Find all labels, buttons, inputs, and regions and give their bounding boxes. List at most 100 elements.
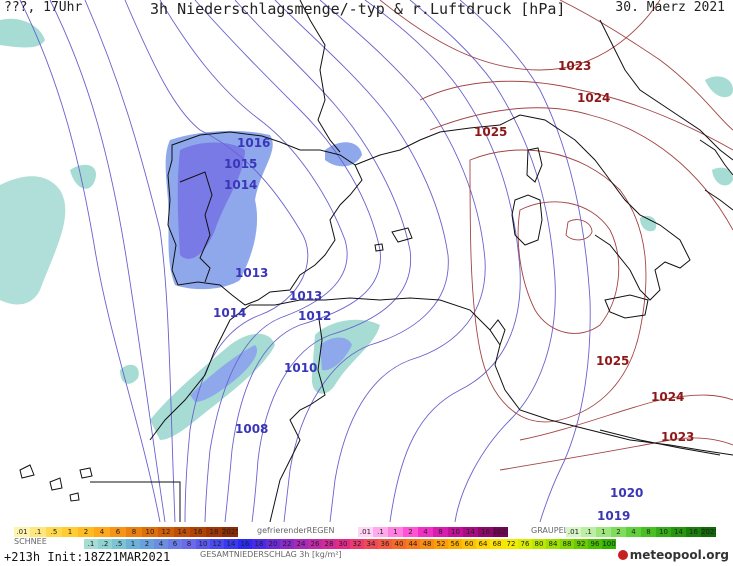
globe-icon (617, 550, 628, 560)
snow-swatch: 18 (206, 527, 222, 537)
isobar-label-1024: 1024 (577, 91, 611, 105)
precip-atlantic-nw (0, 18, 45, 48)
total-precip-swatch: 16 (238, 539, 252, 549)
graupel-swatch: 8 (641, 527, 656, 537)
graupel-swatch: 2025+ (701, 527, 716, 537)
legend-freezing-rain-label: gefrierenderREGEN (257, 526, 335, 535)
isobar-label-1014-south: 1014 (213, 306, 247, 320)
isobar-label-1020: 1020 (610, 486, 644, 500)
total-precip-swatch: 10 (196, 539, 210, 549)
isobar-label-1025: 1025 (474, 125, 508, 139)
snow-swatch: 2025+ (222, 527, 238, 537)
total-precip-swatch: 52 (434, 539, 448, 549)
precip-atlantic-west (0, 176, 66, 305)
precip-north-africa-core (190, 345, 258, 402)
isobar-label-1012: 1012 (298, 309, 332, 323)
snow-swatch: 2 (78, 527, 94, 537)
snow-swatch: 10 (142, 527, 158, 537)
precip-alboran (311, 319, 380, 394)
precip-alboran-core (320, 337, 352, 371)
coast-tunisia (489, 319, 506, 346)
total-precip-swatch: 26 (308, 539, 322, 549)
legend-snow-label: SCHNEE (14, 537, 47, 546)
isobar-label-1023: 1023 (558, 59, 592, 73)
total-precip-swatch: 28 (322, 539, 336, 549)
total-precip-swatch: 100 (602, 539, 616, 549)
total-precip-swatch: 18 (252, 539, 266, 549)
freezing-rain-swatch: 14 (463, 527, 478, 537)
isobar-label-1016: 1016 (237, 136, 271, 150)
total-precip-swatch: 60 (462, 539, 476, 549)
total-precip-swatch: 48 (420, 539, 434, 549)
map-title: 3h Niederschlagsmenge/-typ & r.Luftdruck… (150, 0, 566, 18)
graupel-swatch: 1 (596, 527, 611, 537)
coast-canaries (19, 464, 93, 502)
graupel-swatch: 14 (671, 527, 686, 537)
isobar-label-1024-south: 1024 (651, 390, 685, 404)
freezing-rain-swatch: 16 (478, 527, 493, 537)
total-precip-swatch: 68 (490, 539, 504, 549)
snow-swatch: 6 (110, 527, 126, 537)
isobars-high (379, 0, 733, 471)
total-precip-swatch: 72 (504, 539, 518, 549)
total-precip-swatch: 80 (532, 539, 546, 549)
legend-graupel-label: GRAUPEL (531, 526, 569, 535)
total-precip-swatch: 34 (364, 539, 378, 549)
coast-france (299, 0, 521, 166)
coast-sicily (604, 294, 649, 319)
snow-swatch: 14 (174, 527, 190, 537)
snow-swatch: .01 (14, 527, 30, 537)
coast-portugal-border (179, 171, 213, 283)
isobar-label-1025-south: 1025 (596, 354, 630, 368)
snow-swatch: 8 (126, 527, 142, 537)
coast-west-sahara-border (90, 481, 181, 522)
total-precip-swatch: 4 (154, 539, 168, 549)
total-precip-swatch: 20 (266, 539, 280, 549)
meteopool-logo[interactable]: meteopool.org (617, 548, 729, 562)
graupel-swatch: .01 (566, 527, 581, 537)
graupel-swatch: 10 (656, 527, 671, 537)
isobar-label-1008: 1008 (235, 422, 269, 436)
total-precip-swatch: 14 (224, 539, 238, 549)
total-precip-swatch: 88 (560, 539, 574, 549)
snow-swatch: 16 (190, 527, 206, 537)
isobar-label-1014: 1014 (224, 178, 258, 192)
total-precip-swatch: .1 (84, 539, 98, 549)
model-run-info: +213h Init:18Z21MAR2021 (4, 550, 171, 564)
coast-corsica (526, 147, 543, 183)
graupel-swatch: 16 (686, 527, 701, 537)
coast-north-africa (149, 297, 733, 456)
coast-sardinia (511, 194, 543, 246)
freezing-rain-swatch: .01 (358, 527, 373, 537)
valid-date-label: 30. Maerz 2021 (615, 0, 725, 15)
isobar-label-1019: 1019 (597, 509, 631, 523)
snow-swatch: 12 (158, 527, 174, 537)
coast-greece (699, 139, 733, 211)
total-precip-swatch: 2 (140, 539, 154, 549)
total-precip-swatch: 6 (168, 539, 182, 549)
coast-italy (519, 19, 733, 301)
freezing-rain-swatch: .1 (373, 527, 388, 537)
total-precip-swatch: 8 (182, 539, 196, 549)
legend-freezing-rain-scale: .01.112481014162025+ (358, 527, 508, 537)
legend-total-precip-label: GESAMTNIEDERSCHLAG 3h [kg/m²] (200, 550, 342, 559)
freezing-rain-swatch: 8 (433, 527, 448, 537)
graupel-swatch: 2 (611, 527, 626, 537)
total-precip-swatch: 12 (210, 539, 224, 549)
total-precip-swatch: 36 (378, 539, 392, 549)
total-precip-swatch: 1 (126, 539, 140, 549)
freezing-rain-swatch: 1 (388, 527, 403, 537)
snow-swatch: .5 (46, 527, 62, 537)
precip-iberia-core (177, 142, 245, 259)
isobars-low (19, 0, 591, 523)
total-precip-swatch: 64 (476, 539, 490, 549)
brand-name: meteopool.org (629, 548, 729, 562)
total-precip-swatch: 30 (336, 539, 350, 549)
total-precip-swatch: 96 (588, 539, 602, 549)
freezing-rain-swatch: 2 (403, 527, 418, 537)
isobar-label-1010: 1010 (284, 361, 318, 375)
precip-pyrenees (325, 142, 362, 167)
freezing-rain-swatch: 4 (418, 527, 433, 537)
isobar-label-1015: 1015 (224, 157, 258, 171)
total-precip-swatch: 32 (350, 539, 364, 549)
